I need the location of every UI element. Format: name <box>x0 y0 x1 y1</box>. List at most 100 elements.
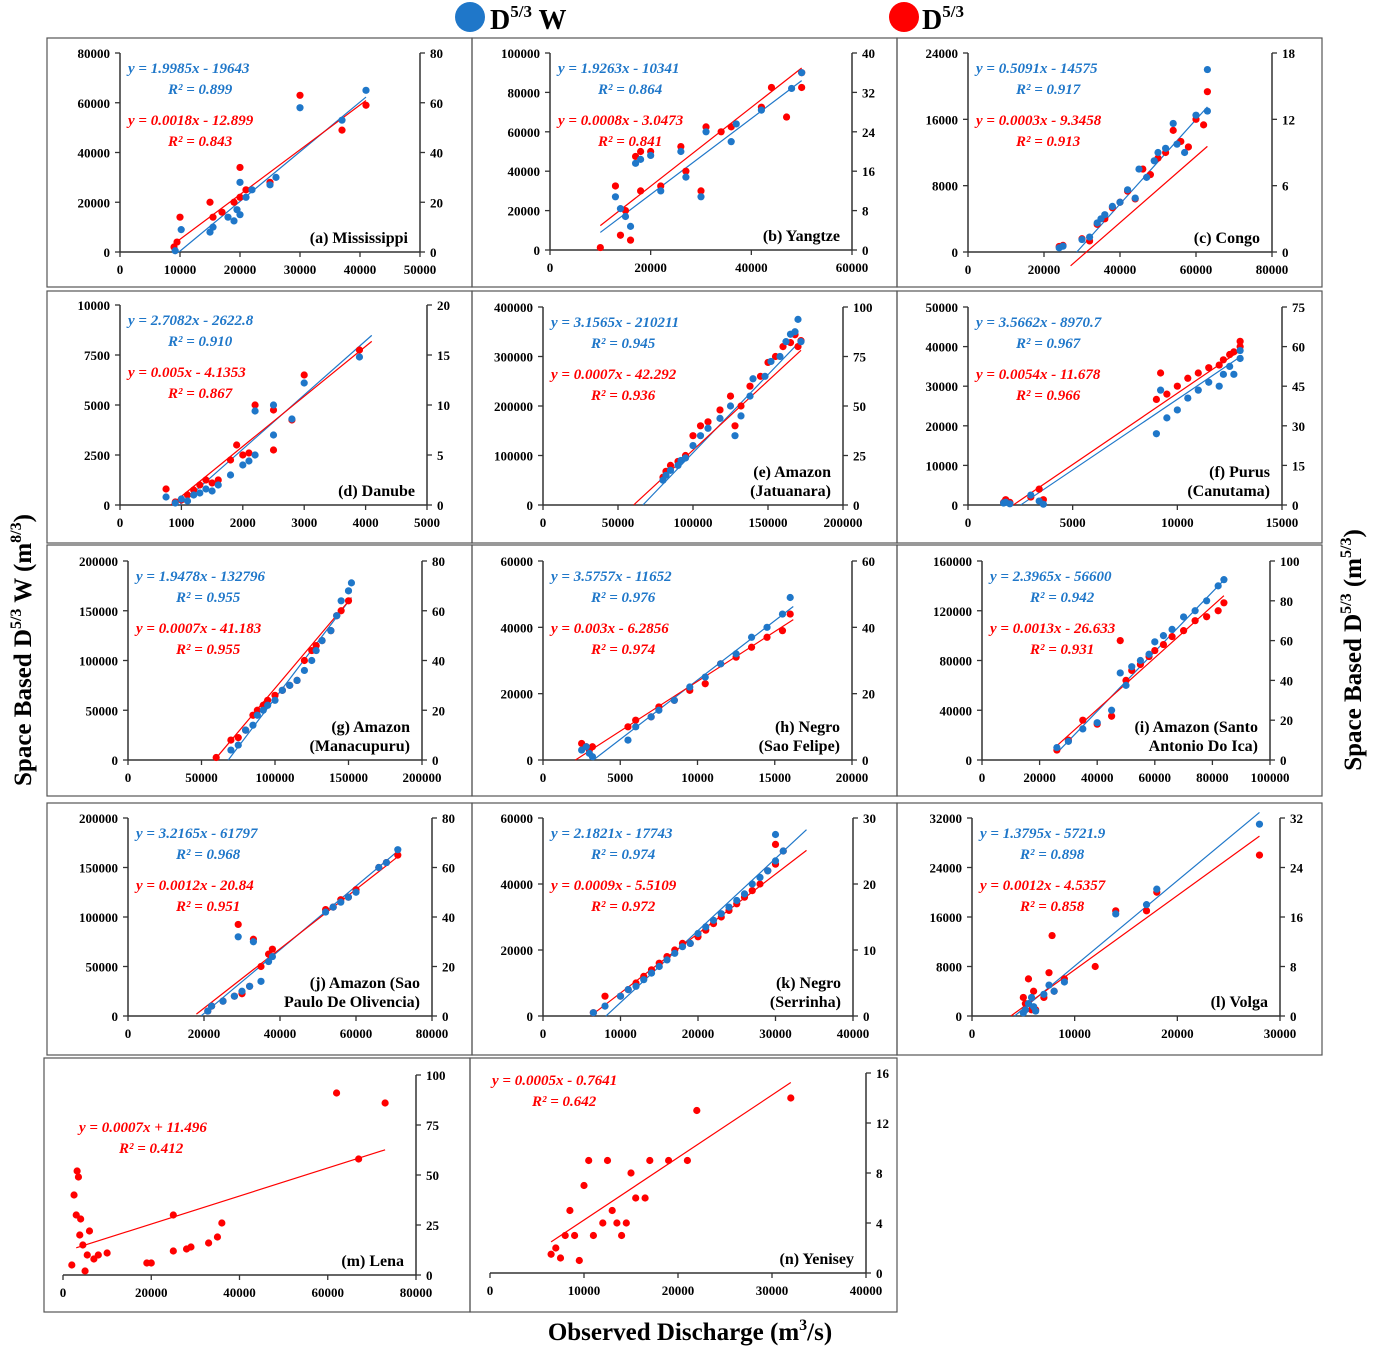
y-tick-label-left: 0 <box>527 498 534 513</box>
y-tick-label-left: 7500 <box>84 348 110 363</box>
r2-d53w: R² = 0.945 <box>590 336 656 352</box>
y-tick-label-right: 40 <box>430 146 443 161</box>
point-d53 <box>763 633 771 641</box>
r2-d53: R² = 0.966 <box>1015 388 1081 404</box>
point-d53w <box>362 86 370 94</box>
r2-d53: R² = 0.867 <box>167 386 233 402</box>
r2-d53: R² = 0.931 <box>1029 642 1094 658</box>
point-d53 <box>697 187 705 195</box>
y-tick-label-left: 0 <box>952 245 959 260</box>
point-d53 <box>218 1219 226 1227</box>
point-d53w <box>162 493 170 501</box>
point-d53w <box>1136 656 1144 665</box>
y-tick-label-right: 8 <box>862 204 869 219</box>
y-tick-label-left: 60000 <box>501 811 534 826</box>
point-d53w <box>266 181 274 189</box>
point-d53 <box>230 198 238 206</box>
point-d53w <box>288 415 296 423</box>
point-d53 <box>1215 361 1223 369</box>
x-tick-label: 5000 <box>1060 515 1086 530</box>
x-tick-label: 40000 <box>264 1026 297 1041</box>
x-tick-label: 5000 <box>414 515 440 530</box>
y-tick-label-left: 50000 <box>86 703 119 718</box>
equation-d53: y = 0.0005x - 0.7641 <box>490 1073 617 1089</box>
x-tick-label: 200000 <box>824 515 863 530</box>
point-d53w <box>1203 107 1211 115</box>
point-d53w <box>382 858 390 867</box>
x-tick-label: 20000 <box>836 770 869 785</box>
panel-title: (h) Negro <box>775 719 840 736</box>
point-d53 <box>209 213 217 221</box>
y-tick-label-right: 20 <box>1280 713 1293 728</box>
panel-title: (i) Amazon (Santo <box>1134 719 1258 736</box>
point-d53 <box>632 716 640 724</box>
panel-j: 0 20000 40000 60000 80000 0 50000 100000 150000 2… <box>46 802 473 1056</box>
point-d53w <box>269 401 278 409</box>
point-d53 <box>1230 348 1238 356</box>
panel-frame <box>896 37 1323 288</box>
point-d53w <box>702 128 710 136</box>
y-tick-label-left: 400000 <box>494 300 533 315</box>
y-tick-label-right: 80 <box>1280 594 1293 609</box>
point-d53w <box>782 338 790 346</box>
r2-d53w: R² = 0.968 <box>175 847 241 863</box>
y-tick-label-left: 100000 <box>79 910 118 925</box>
x-tick-label: 0 <box>965 262 972 277</box>
panel-title: (m) Lena <box>341 1253 404 1270</box>
point-d53w <box>786 593 794 602</box>
x-tick-label: 40000 <box>1081 770 1114 785</box>
y-tick-label-left: 50000 <box>86 960 119 975</box>
y-tick-label-left: 40000 <box>508 164 541 179</box>
point-d53w <box>764 867 772 875</box>
r2-d53w: R² = 0.864 <box>597 82 663 98</box>
y-tick-label-right: 40 <box>862 46 875 61</box>
point-d53 <box>1203 88 1211 96</box>
point-d53 <box>1180 627 1188 635</box>
point-d53 <box>268 945 276 953</box>
r2-d53: R² = 0.974 <box>590 642 656 658</box>
y-axis-title-right: Space Based D5/3 (m5/3) <box>1338 529 1367 771</box>
point-d53w <box>204 1007 212 1015</box>
y-tick-label-left: 50000 <box>926 300 959 315</box>
point-d53w <box>757 106 766 114</box>
point-d53 <box>1159 640 1168 649</box>
equation-d53w: y = 2.3965x - 56600 <box>988 569 1112 585</box>
point-d53 <box>726 392 735 400</box>
point-d53w <box>771 857 780 865</box>
r2-d53w: R² = 0.967 <box>1015 336 1081 352</box>
point-d53w <box>208 487 216 495</box>
point-d53w <box>779 847 787 855</box>
x-tick-label: 20000 <box>662 1283 695 1298</box>
point-d53w <box>230 992 238 1000</box>
point-d53 <box>381 1099 389 1107</box>
equation-d53w: y = 2.7082x - 2622.8 <box>126 313 254 329</box>
x-tick-label: 100000 <box>1251 770 1290 785</box>
point-d53w <box>681 454 690 462</box>
panel-c: 0 20000 40000 60000 80000 0 8000 16000 24000 0 6 12… <box>896 37 1323 288</box>
point-d53 <box>580 1181 588 1190</box>
y-tick-label-left: 80000 <box>508 85 541 100</box>
x-tick-label: 40000 <box>1104 262 1137 277</box>
point-d53 <box>746 382 754 390</box>
point-d53w <box>1152 430 1160 438</box>
x-tick-label: 60000 <box>836 260 869 275</box>
point-d53 <box>1173 382 1181 390</box>
x-tick-label: 20000 <box>682 1026 715 1041</box>
equation-d53: y = 0.0007x - 42.292 <box>549 367 677 383</box>
y-tick-label-right: 75 <box>426 1118 440 1133</box>
point-d53 <box>787 1094 795 1102</box>
y-tick-label-right: 16 <box>862 164 876 179</box>
point-d53w <box>662 471 670 479</box>
equation-d53w: y = 1.9478x - 132796 <box>134 569 265 585</box>
point-d53 <box>233 441 241 449</box>
x-tick-label: 0 <box>547 260 554 275</box>
x-tick-label: 0 <box>117 262 124 277</box>
y-tick-label-right: 20 <box>442 960 455 975</box>
x-tick-label: 60000 <box>340 1026 373 1041</box>
panel-h: 0 5000 10000 15000 20000 0 20000 40000 60000 0 20 4… <box>471 544 898 797</box>
trendline-d53 <box>1013 348 1243 506</box>
y-tick-label-left: 100000 <box>79 654 118 669</box>
x-tick-label: 15000 <box>759 770 792 785</box>
y-tick-label-right: 50 <box>853 399 866 414</box>
equation-d53w: y = 2.1821x - 17743 <box>549 826 673 842</box>
